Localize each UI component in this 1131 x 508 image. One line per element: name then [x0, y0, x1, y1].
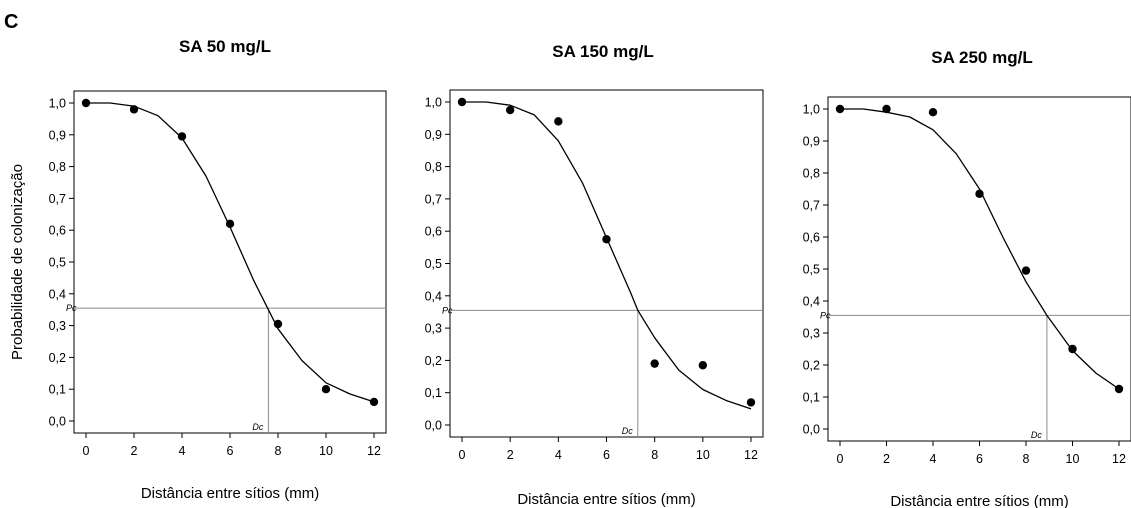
x-tick-label: 12 — [744, 448, 758, 462]
x-tick-label: 2 — [883, 452, 890, 466]
pc-label: Pc — [66, 303, 77, 313]
dc-label: Dc — [622, 426, 633, 436]
x-tick-label: 4 — [555, 448, 562, 462]
data-point — [746, 398, 756, 407]
data-point — [1068, 344, 1077, 354]
dc-label: Dc — [252, 422, 263, 432]
plot-frame — [449, 89, 764, 438]
y-tick-label: 0,6 — [425, 225, 442, 239]
y-tick-label: 0,7 — [49, 192, 66, 206]
x-axis-label: Distância entre sítios (mm) — [517, 491, 695, 508]
data-point — [369, 397, 379, 407]
x-tick-label: 4 — [930, 452, 937, 466]
x-tick-label: 12 — [367, 444, 381, 458]
x-tick-label: 8 — [651, 448, 658, 462]
y-tick-label: 0,1 — [803, 391, 820, 405]
y-tick-label: 0,6 — [49, 224, 66, 238]
fitted-curve — [462, 101, 752, 410]
y-tick-label: 0,1 — [49, 383, 66, 397]
dc-label: Dc — [1031, 430, 1042, 440]
y-tick-label: 1,0 — [49, 97, 66, 111]
y-tick-label: 0,9 — [803, 135, 820, 149]
x-tick-label: 8 — [275, 444, 282, 458]
y-tick-label: 0,5 — [425, 257, 442, 271]
pc-label: Pc — [442, 305, 453, 315]
data-point — [554, 117, 563, 126]
y-tick-label: 0,8 — [425, 160, 442, 174]
y-tick-label: 0,1 — [425, 386, 442, 400]
y-tick-label: 0,0 — [803, 423, 820, 437]
y-tick-label: 0,9 — [49, 128, 66, 142]
y-tick-label: 1,0 — [425, 96, 442, 110]
chart-panel-1: SA 50 mg/L 0,0 0,1 0,2 0,3 0,4 0,5 0,6 0,7 0,8 0,9… — [9, 37, 387, 502]
y-tick-label: 0,5 — [803, 263, 820, 277]
x-tick-label: 10 — [1066, 452, 1080, 466]
x-tick-label: 6 — [976, 452, 983, 466]
x-tick-label: 0 — [837, 452, 844, 466]
x-tick-label: 0 — [83, 444, 90, 458]
y-tick-label: 0,7 — [425, 192, 442, 206]
y-tick-label: 1,0 — [803, 103, 820, 117]
y-tick-label: 0,4 — [425, 289, 442, 303]
x-tick-label: 2 — [131, 444, 138, 458]
y-tick-label: 0,8 — [49, 160, 66, 174]
x-tick-label: 10 — [319, 444, 333, 458]
chart-title: SA 50 mg/L — [179, 37, 271, 56]
y-tick-label: 0,3 — [49, 319, 66, 333]
x-tick-label: 2 — [507, 448, 514, 462]
plot-frame — [73, 90, 387, 434]
x-axis-label: Distância entre sítios (mm) — [141, 485, 319, 502]
data-point — [321, 385, 331, 394]
chart-title: SA 250 mg/L — [931, 48, 1032, 67]
data-point — [928, 108, 938, 117]
data-point — [1021, 266, 1031, 275]
x-tick-label: 6 — [603, 448, 610, 462]
data-point — [81, 98, 91, 108]
pc-label: Pc — [820, 310, 831, 320]
y-tick-label: 0,3 — [425, 322, 442, 336]
x-tick-label: 10 — [696, 448, 710, 462]
y-tick-label: 0,8 — [803, 167, 820, 181]
x-axis-label: Distância entre sítios (mm) — [890, 493, 1068, 508]
y-axis-label: Probabilidade de colonização — [9, 164, 26, 360]
data-point — [177, 132, 187, 141]
y-tick-label: 0,7 — [803, 199, 820, 213]
fitted-curve — [840, 108, 1120, 390]
data-point — [457, 97, 467, 107]
chart-title: SA 150 mg/L — [552, 42, 653, 61]
x-tick-label: 8 — [1023, 452, 1030, 466]
y-tick-label: 0,3 — [803, 327, 820, 341]
plot-frame — [827, 96, 1131, 442]
y-tick-label: 0,6 — [803, 231, 820, 245]
data-point — [835, 104, 845, 114]
data-point — [505, 105, 515, 115]
y-tick-label: 0,4 — [49, 287, 66, 301]
data-point — [602, 235, 611, 244]
y-tick-label: 0,0 — [49, 415, 66, 429]
y-tick-label: 0,2 — [49, 351, 66, 365]
data-point — [225, 219, 235, 229]
x-tick-label: 12 — [1112, 452, 1126, 466]
y-tick-label: 0,5 — [49, 256, 66, 270]
chart-panel-2: SA 150 mg/L 0,0 0,1 0,2 0,3 0,4 0,5 0,6 0,7 0,8 0,… — [425, 42, 764, 508]
data-point — [975, 189, 984, 198]
y-tick-label: 0,2 — [425, 354, 442, 368]
fitted-curve — [86, 102, 375, 403]
y-tick-label: 0,9 — [425, 128, 442, 142]
chart-panel-3: SA 250 mg/L 0,0 0,1 0,2 0,3 0,4 0,5 0,6 0,7 0,8 0,… — [803, 48, 1131, 508]
data-point — [650, 359, 659, 368]
y-tick-label: 0,0 — [425, 419, 442, 433]
data-point — [1114, 384, 1124, 394]
x-tick-label: 6 — [227, 444, 234, 458]
data-point — [273, 319, 283, 329]
x-tick-label: 0 — [459, 448, 466, 462]
panel-letter: C — [4, 11, 18, 33]
data-point — [698, 361, 708, 370]
x-tick-label: 4 — [179, 444, 186, 458]
data-point — [129, 105, 139, 114]
y-tick-label: 0,2 — [803, 359, 820, 373]
y-tick-label: 0,4 — [803, 295, 820, 309]
data-point — [882, 104, 891, 114]
